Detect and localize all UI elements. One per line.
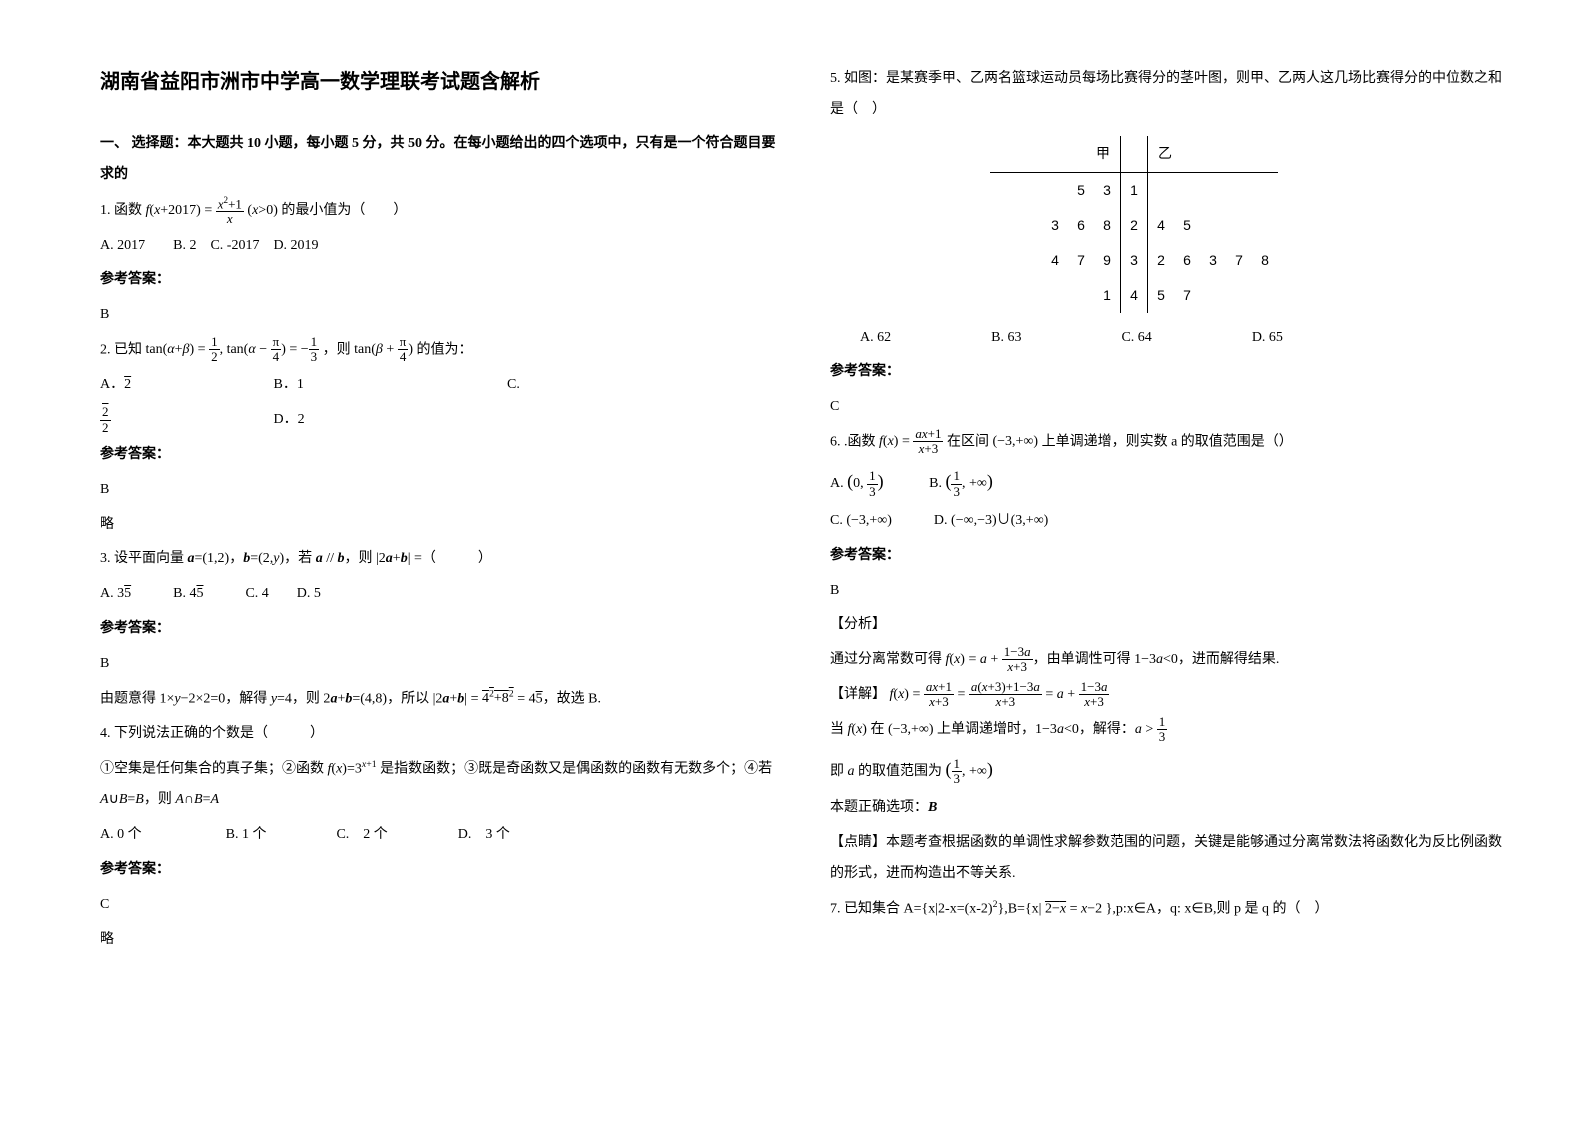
q1-ans: B (100, 300, 780, 331)
left-column: 湖南省益阳市洲市中学高一数学理联考试题含解析 一、 选择题：本大题共 10 小题… (100, 60, 780, 959)
q1-stem: 1. 函数 f(x+2017) = x2+1x (x>0) 的最小值为（ ） (100, 195, 780, 227)
q6-ans: B (830, 576, 1510, 607)
section-header: 一、 选择题：本大题共 10 小题，每小题 5 分，共 50 分。在每小题给出的… (100, 129, 780, 191)
q4-stmt: ①空集是任何集合的真子集；②函数 f(x)=3x+1 是指数函数；③既是奇函数又… (100, 754, 780, 816)
q4-ans-label: 参考答案： (100, 855, 780, 886)
q1-suffix: 的最小值为（ ） (281, 203, 407, 218)
q2-optD: D．2 (274, 412, 305, 427)
q6-detail: 【详解】 f(x) = ax+1x+3 = a(x+3)+1−3ax+3 = a… (830, 680, 1510, 711)
q2-optC: C. (507, 377, 520, 392)
q2-optA: A．2 (100, 370, 270, 401)
q3-ans: B (100, 649, 780, 680)
q6-c: 在区间 (947, 435, 989, 450)
q3-ans-label: 参考答案： (100, 614, 780, 645)
stemleaf-header-yi: 乙 (1148, 136, 1279, 173)
q2-ans-label: 参考答案： (100, 440, 780, 471)
table-row: 531 (990, 173, 1278, 208)
q5-optB: B. 63 (991, 323, 1021, 354)
q1-prefix: 1. 函数 (100, 203, 142, 218)
q2-stem: 2. 已知 tan(α+β) = 12, tan(α − π4) = −13 ，… (100, 335, 780, 366)
table-row: 1457 (990, 278, 1278, 313)
q2-optC2: 22 (100, 405, 270, 436)
q6-a: 6. .函数 (830, 435, 876, 450)
q5-optC: C. 64 (1121, 323, 1151, 354)
q1-options: A. 2017 B. 2 C. -2017 D. 2019 (100, 231, 780, 262)
q6-analysis: 通过分离常数可得 f(x) = a + 1−3ax+3，由单调性可得 1−3a<… (830, 645, 1510, 676)
q6-opts-cd: C. (−3,+∞) D. (−∞,−3)∪(3,+∞) (830, 506, 1510, 537)
q2-a: 2. 已知 (100, 343, 142, 358)
q6-formula: f(x) = ax+1x+3 (879, 427, 943, 458)
q6-e: 上单调递增，则实数 a 的取值范围是（） (1042, 435, 1293, 450)
q2-opts-row2: 22 D．2 (100, 405, 780, 436)
table-row: 479326378 (990, 243, 1278, 278)
q4-options: A. 0 个 B. 1 个 C. 2 个 D. 3 个 (100, 820, 780, 851)
q2-c: ，则 (323, 343, 351, 358)
q6-ans-label: 参考答案： (830, 541, 1510, 572)
q6-analysis-label: 【分析】 (830, 610, 1510, 641)
q2-e: 的值为： (417, 343, 473, 358)
q5-options: A. 62 B. 63 C. 64 D. 65 (860, 323, 1510, 354)
q6-comment: 【点睛】本题考查根据函数的单调性求解参数范围的问题，关键是能够通过分离常数法将函… (830, 828, 1510, 890)
q2-formula1: tan(α+β) = 12, tan(α − π4) = −13 (146, 335, 320, 366)
q2-ans: B (100, 475, 780, 506)
q3-options: A. 35 B. 45 C. 4 D. 5 (100, 579, 780, 610)
q5-optA: A. 62 (860, 323, 891, 354)
q7-stem: 7. 已知集合 A={x|2-x=(x-2)2},B={x| 2−x = x−2… (830, 894, 1510, 925)
right-column: 5. 如图：是某赛季甲、乙两名篮球运动员每场比赛得分的茎叶图，则甲、乙两人这几场… (830, 60, 1510, 959)
q6-step3: 即 a 的取值范围为 (13, +∞) (830, 750, 1510, 790)
stem-leaf-plot: 甲 乙 531 368245 479326378 1457 (990, 136, 1510, 313)
q4-brief: 略 (100, 925, 780, 956)
q1-formula: f(x+2017) = x2+1x (x>0) (146, 195, 278, 227)
q6-interval: (−3,+∞) (992, 427, 1038, 458)
q6-detail-label: 【详解】 (830, 687, 886, 702)
q4-stem: 4. 下列说法正确的个数是（ ） (100, 719, 780, 750)
q5-optD: D. 65 (1252, 323, 1283, 354)
q6-stem: 6. .函数 f(x) = ax+1x+3 在区间 (−3,+∞) 上单调递增，… (830, 427, 1510, 458)
q6-step2: 当 f(x) 在 (−3,+∞) 上单调递增时，1−3a<0，解得：a > 13 (830, 715, 1510, 746)
stemleaf-header-jia: 甲 (990, 136, 1121, 173)
q2-formula2: tan(β + π4) (354, 335, 413, 366)
q2-optB: B．1 (274, 370, 504, 401)
exam-title: 湖南省益阳市洲市中学高一数学理联考试题含解析 (100, 60, 780, 104)
q2-opts-row1: A．2 B．1 C. (100, 370, 780, 401)
q5-stem: 5. 如图：是某赛季甲、乙两名篮球运动员每场比赛得分的茎叶图，则甲、乙两人这几场… (830, 64, 1510, 126)
q3-explain: 由题意得 1×y−2×2=0，解得 y=4，则 2a+b=(4,8)，所以 |2… (100, 684, 780, 715)
q1-ans-label: 参考答案： (100, 265, 780, 296)
q5-ans: C (830, 392, 1510, 423)
q4-ans: C (100, 890, 780, 921)
q6-opts-ab: A. (0, 13) B. (13, +∞) (830, 462, 1510, 502)
q3-stem: 3. 设平面向量 a=(1,2)，b=(2,y)，若 a // b，则 |2a+… (100, 544, 780, 575)
q5-ans-label: 参考答案： (830, 357, 1510, 388)
q6-conclusion: 本题正确选项：B (830, 793, 1510, 824)
table-row: 368245 (990, 208, 1278, 243)
q2-brief: 略 (100, 510, 780, 541)
